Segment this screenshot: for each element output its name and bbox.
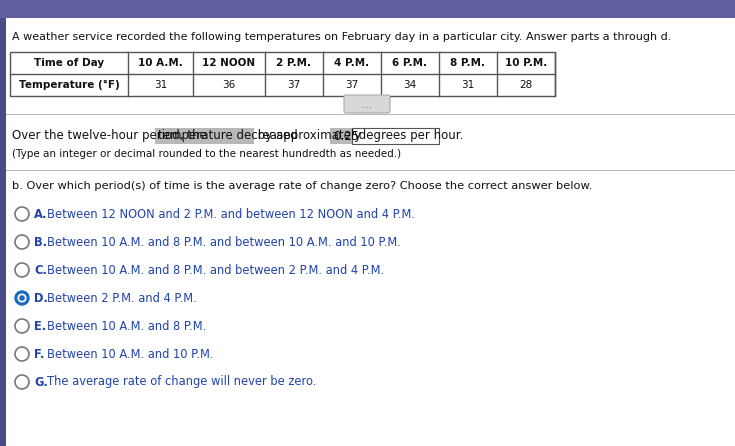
Text: 31: 31 [462,80,475,90]
Text: D.: D. [34,292,48,305]
Text: Time of Day: Time of Day [34,58,104,68]
Text: temperature decreased: temperature decreased [158,129,298,143]
Circle shape [15,263,29,277]
Text: 10 P.M.: 10 P.M. [505,58,547,68]
Text: b. Over which period(s) of time is the average rate of change zero? Choose the c: b. Over which period(s) of time is the a… [12,181,592,191]
Text: 36: 36 [223,80,236,90]
Text: G.: G. [34,376,48,388]
Circle shape [15,207,29,221]
FancyBboxPatch shape [0,0,735,18]
Text: 2 P.M.: 2 P.M. [276,58,312,68]
Text: 34: 34 [404,80,417,90]
Text: …: … [362,100,372,110]
Text: 31: 31 [154,80,167,90]
Text: Between 10 A.M. and 8 P.M. and between 2 P.M. and 4 P.M.: Between 10 A.M. and 8 P.M. and between 2… [47,264,384,277]
Text: 0.25: 0.25 [333,129,359,143]
Text: E.: E. [34,319,46,333]
FancyBboxPatch shape [330,128,354,144]
Text: 6 P.M.: 6 P.M. [392,58,428,68]
Text: The average rate of change will never be zero.: The average rate of change will never be… [47,376,316,388]
FancyBboxPatch shape [352,128,440,144]
Text: Between 10 A.M. and 8 P.M.: Between 10 A.M. and 8 P.M. [47,319,207,333]
Text: Over the twelve-hour period, the: Over the twelve-hour period, the [12,129,210,143]
Text: A weather service recorded the following temperatures on February day in a parti: A weather service recorded the following… [12,32,671,42]
Text: 10 A.M.: 10 A.M. [138,58,183,68]
Text: Between 2 P.M. and 4 P.M.: Between 2 P.M. and 4 P.M. [47,292,197,305]
Circle shape [15,347,29,361]
Text: A.: A. [34,207,48,220]
FancyBboxPatch shape [155,128,254,144]
FancyBboxPatch shape [344,95,390,113]
Text: 37: 37 [287,80,301,90]
Text: Temperature (°F): Temperature (°F) [18,80,119,90]
Text: degrees per hour.: degrees per hour. [355,129,463,143]
Text: Between 10 A.M. and 8 P.M. and between 10 A.M. and 10 P.M.: Between 10 A.M. and 8 P.M. and between 1… [47,235,401,248]
FancyBboxPatch shape [6,18,735,446]
Circle shape [18,294,26,302]
Circle shape [15,235,29,249]
Text: 4 P.M.: 4 P.M. [334,58,370,68]
Text: B.: B. [34,235,47,248]
Text: 8 P.M.: 8 P.M. [451,58,486,68]
Circle shape [15,375,29,389]
Text: 12 NOON: 12 NOON [202,58,256,68]
Text: Between 12 NOON and 2 P.M. and between 12 NOON and 4 P.M.: Between 12 NOON and 2 P.M. and between 1… [47,207,415,220]
Text: 37: 37 [345,80,359,90]
Text: 28: 28 [520,80,533,90]
Circle shape [15,319,29,333]
Text: F.: F. [34,347,44,360]
Text: by approximately: by approximately [254,129,365,143]
Text: Between 10 A.M. and 10 P.M.: Between 10 A.M. and 10 P.M. [47,347,213,360]
FancyBboxPatch shape [10,52,555,96]
FancyBboxPatch shape [0,18,6,446]
Circle shape [15,291,29,305]
Text: C.: C. [34,264,47,277]
Circle shape [20,296,24,300]
Text: (Type an integer or decimal rounded to the nearest hundredth as needed.): (Type an integer or decimal rounded to t… [12,149,401,159]
